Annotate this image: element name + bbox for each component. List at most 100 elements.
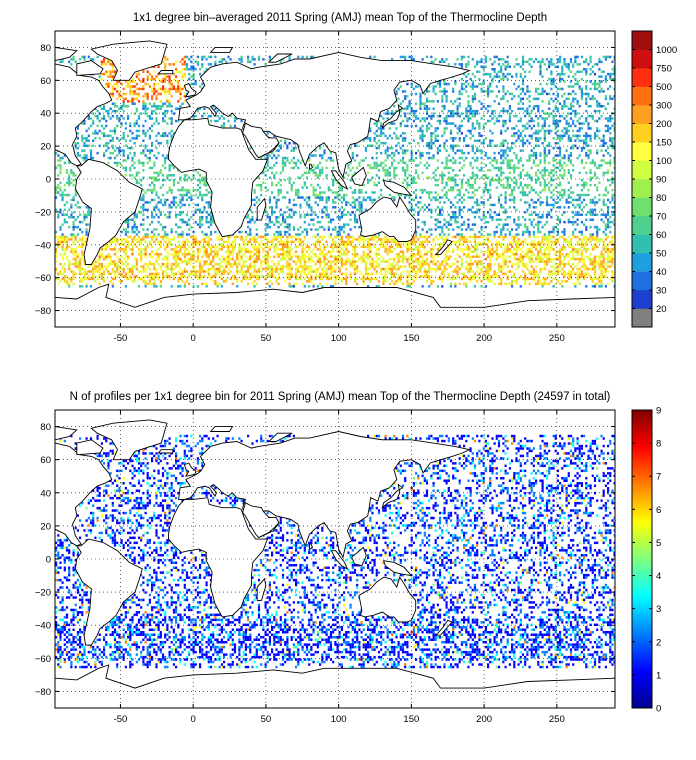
data-cell [284,240,287,244]
data-cell [611,196,614,199]
data-cell [299,243,302,246]
data-cell [303,198,306,202]
data-cell [580,179,583,182]
data-cell [131,238,134,241]
data-cell [508,176,511,179]
data-cell [188,176,191,179]
data-cell [183,203,186,207]
data-cell [153,198,156,202]
data-cell [611,262,614,266]
data-cell [454,277,457,281]
data-cell [185,253,189,256]
data-cell [214,255,217,258]
data-cell [131,174,134,177]
data-cell [166,255,169,258]
data-cell [506,146,509,150]
data-cell [312,223,315,226]
data-cell [399,146,402,150]
data-cell [491,218,494,221]
data-cell [345,250,348,253]
data-cell [415,248,418,251]
data-cell [203,193,206,197]
data-cell [153,171,156,175]
data-cell [607,250,610,253]
data-cell [188,272,191,276]
data-cell [188,260,191,263]
data-cell [580,220,583,224]
data-cell [281,161,285,165]
data-cell [340,262,343,266]
data-cell [576,183,579,187]
data-cell [484,186,487,189]
data-cell [118,146,121,150]
data-cell [332,265,335,268]
data-cell [569,240,573,244]
data-cell [367,255,370,258]
data-cell [107,253,110,256]
data-cell [489,267,492,271]
data-cell [329,267,333,271]
data-cell [537,223,540,226]
data-cell [61,277,64,281]
data-cell [504,233,507,236]
data-cell [281,235,285,239]
data-cell [61,240,64,244]
data-cell [530,240,533,244]
data-cell [214,245,217,249]
data-cell [421,228,424,231]
data-cell [611,280,614,283]
data-cell [539,257,542,261]
data-cell [500,235,503,239]
data-cell [471,146,474,150]
data-cell [604,223,607,226]
data-cell [419,265,422,268]
data-cell [445,166,448,170]
data-cell [87,208,90,212]
data-cell [585,213,588,216]
data-cell [177,235,180,239]
data-cell [135,181,138,184]
data-cell [288,250,291,253]
data-cell [460,272,463,276]
data-cell [585,228,588,231]
data-cell [613,166,615,170]
data-cell [336,275,339,278]
data-cell [266,154,269,157]
data-cell [340,260,343,263]
data-cell [220,238,223,241]
data-cell [107,161,110,165]
data-cell [332,260,335,263]
data-cell [349,213,352,216]
data-cell [583,186,586,189]
data-cell [253,265,256,268]
data-cell [308,159,311,162]
data-cell [74,146,77,150]
data-cell [312,235,315,239]
data-cell [567,243,570,246]
data-cell [358,240,361,244]
data-cell [452,176,455,179]
data-cell [107,262,110,266]
data-cell [137,238,141,241]
data-cell [532,159,535,162]
data-cell [207,206,210,209]
data-cell [85,233,88,236]
data-cell [207,255,210,258]
data-cell [273,223,276,226]
data-cell [107,146,110,150]
data-cell [565,262,568,266]
data-cell [539,255,542,258]
data-cell [310,255,313,258]
data-cell [89,285,93,288]
data-cell [587,255,590,258]
data-cell [146,149,149,152]
data-cell [515,267,518,271]
data-cell [155,238,158,241]
data-cell [164,179,167,182]
data-cell [613,213,615,216]
data-cell [375,174,378,177]
data-cell [528,156,531,160]
data-cell [412,260,415,263]
data-cell [201,267,204,271]
data-cell [168,253,171,256]
